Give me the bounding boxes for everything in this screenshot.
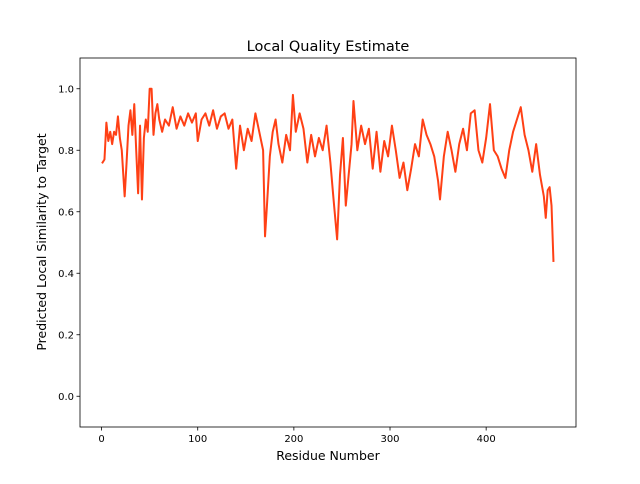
y-tick-label: 0.4 [58,269,74,280]
plot-frame [79,57,577,428]
y-tick-label: 0.6 [58,207,74,218]
x-tick-label: 300 [380,434,399,445]
x-axis-label: Residue Number [276,448,380,463]
chart-title: Local Quality Estimate [247,39,410,55]
x-tick-label: 200 [284,434,303,445]
y-tick-label: 0.0 [58,392,74,403]
y-axis-label: Predicted Local Similarity to Target [34,133,49,350]
x-tick-label: 0 [98,434,104,445]
x-tick-label: 400 [477,434,496,445]
data-line [101,87,555,262]
y-tick-label: 0.2 [58,330,74,341]
x-tick-label: 100 [188,434,207,445]
y-tick-label: 0.8 [58,146,74,157]
y-tick-label: 1.0 [58,84,74,95]
